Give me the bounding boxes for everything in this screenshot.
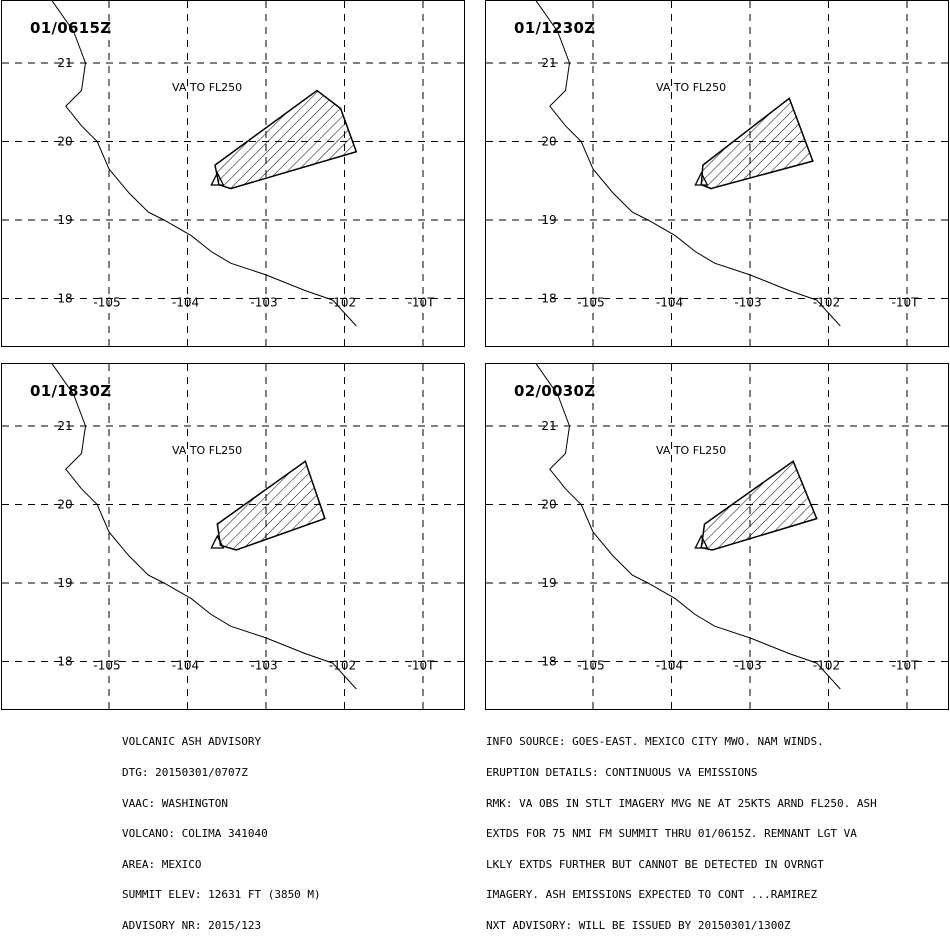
- map-panel-3: -105 -104 -103 -102 -10T 21 20 19 18 01/1830Z VA…: [1, 363, 465, 710]
- latitude-tick-label: 21: [57, 419, 72, 433]
- latitude-tick-label: 20: [57, 135, 72, 149]
- latitude-tick-label: 19: [541, 213, 556, 227]
- longitude-tick-label: -105: [93, 296, 120, 310]
- ash-cloud-polygon: [700, 460, 818, 551]
- longitude-tick-label: -105: [577, 296, 604, 310]
- longitude-tick-label: -102: [329, 296, 356, 310]
- volcano-icon: [210, 534, 225, 549]
- volcano-icon: [694, 534, 709, 549]
- panel-time-title: 01/1830Z: [30, 382, 112, 400]
- advisory-line: VAAC: WASHINGTON: [122, 796, 228, 810]
- advisory-remarks-block: INFO SOURCE: GOES-EAST. MEXICO CITY MWO.…: [486, 717, 877, 941]
- longitude-tick-label: -105: [577, 659, 604, 673]
- volcano-icon: [694, 171, 709, 186]
- latitude-tick-label: 20: [541, 498, 556, 512]
- map-panel-4: -105 -104 -103 -102 -10T 21 20 19 18 02/0030Z VA…: [485, 363, 949, 710]
- ash-cloud-polygon: [216, 460, 326, 551]
- panel-time-title: 01/0615Z: [30, 19, 112, 37]
- longitude-tick-label: -104: [172, 659, 199, 673]
- longitude-tick-label: -103: [734, 296, 761, 310]
- longitude-tick-label: -105: [93, 659, 120, 673]
- longitude-tick-label: -103: [734, 659, 761, 673]
- longitude-tick-label: -102: [329, 659, 356, 673]
- ash-altitude-label: VA TO FL250: [172, 444, 243, 457]
- advisory-line: VOLCANIC ASH ADVISORY: [122, 735, 262, 749]
- latitude-tick-label: 18: [541, 655, 556, 669]
- longitude-tick-label: -102: [813, 296, 840, 310]
- longitude-tick-label: -102: [813, 659, 840, 673]
- volcano-icon: [210, 171, 225, 186]
- latitude-tick-label: 21: [541, 419, 556, 433]
- latitude-tick-label: 18: [541, 292, 556, 306]
- longitude-tick-label: -104: [656, 296, 683, 310]
- longitude-tick-label: -104: [172, 296, 199, 310]
- advisory-line: IMAGERY. ASH EMISSIONS EXPECTED TO CONT …: [486, 888, 818, 902]
- longitude-tick-label: -104: [656, 659, 683, 673]
- map-canvas: -105 -104 -103 -102 -10T 21 20 19 18: [486, 364, 948, 709]
- longitude-tick-label: -103: [250, 659, 277, 673]
- map-panel-1: -105 -104 -103 -102 -10T 21 20 19 18 01/0615Z VA…: [1, 0, 465, 347]
- longitude-tick-label: -10T: [892, 659, 920, 673]
- coastline: [51, 1, 357, 327]
- advisory-line: SUMMIT ELEV: 12631 FT (3850 M): [122, 888, 321, 902]
- coastline: [535, 364, 841, 690]
- advisory-line: RMK: VA OBS IN STLT IMAGERY MVG NE AT 25…: [486, 796, 877, 810]
- panel-time-title: 01/1230Z: [514, 19, 596, 37]
- latitude-tick-label: 21: [57, 56, 72, 70]
- map-canvas: -105 -104 -103 -102 -10T 21 20 19 18: [2, 364, 464, 709]
- longitude-tick-label: -103: [250, 296, 277, 310]
- latitude-tick-label: 21: [541, 56, 556, 70]
- coastline: [535, 1, 841, 327]
- ash-altitude-label: VA TO FL250: [172, 81, 243, 94]
- advisory-line: ERUPTION DETAILS: CONTINUOUS VA EMISSION…: [486, 766, 758, 779]
- latitude-tick-label: 20: [541, 135, 556, 149]
- longitude-tick-label: -10T: [892, 296, 920, 310]
- latitude-tick-label: 19: [541, 576, 556, 590]
- map-canvas: -105 -104 -103 -102 -10T 21 20 19 18: [2, 1, 464, 346]
- panel-time-title: 02/0030Z: [514, 382, 596, 400]
- latitude-tick-label: 18: [57, 292, 72, 306]
- longitude-tick-label: -10T: [408, 296, 436, 310]
- latitude-tick-label: 20: [57, 498, 72, 512]
- advisory-header-block: VOLCANIC ASH ADVISORY DTG: 20150301/0707…: [122, 717, 321, 941]
- latitude-tick-label: 19: [57, 576, 72, 590]
- advisory-line: DTG: 20150301/0707Z: [122, 766, 248, 779]
- coastline: [51, 364, 357, 690]
- advisory-line: AREA: MEXICO: [122, 857, 202, 871]
- advisory-line: NXT ADVISORY: WILL BE ISSUED BY 20150301…: [486, 918, 791, 932]
- advisory-line: INFO SOURCE: GOES-EAST. MEXICO CITY MWO.…: [486, 735, 824, 749]
- map-panel-2: -105 -104 -103 -102 -10T 21 20 19 18 01/1230Z VA…: [485, 0, 949, 347]
- ash-altitude-label: VA TO FL250: [656, 81, 727, 94]
- ash-cloud-polygon: [700, 97, 814, 190]
- advisory-line: EXTDS FOR 75 NMI FM SUMMIT THRU 01/0615Z…: [486, 827, 857, 841]
- ash-altitude-label: VA TO FL250: [656, 444, 727, 457]
- map-canvas: -105 -104 -103 -102 -10T 21 20 19 18: [486, 1, 948, 346]
- latitude-tick-label: 18: [57, 655, 72, 669]
- ash-cloud-polygon: [214, 89, 358, 190]
- advisory-line: LKLY EXTDS FURTHER BUT CANNOT BE DETECTE…: [486, 857, 824, 871]
- advisory-line: ADVISORY NR: 2015/123: [122, 918, 262, 932]
- longitude-tick-label: -10T: [408, 659, 436, 673]
- latitude-tick-label: 19: [57, 213, 72, 227]
- advisory-line: VOLCANO: COLIMA 341040: [122, 827, 268, 841]
